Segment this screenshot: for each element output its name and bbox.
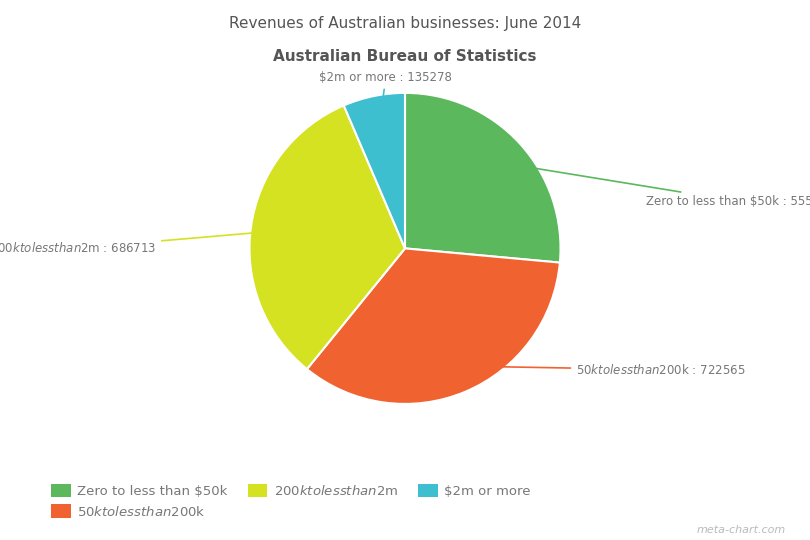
- Text: $200k to less than $2m : 686713: $200k to less than $2m : 686713: [0, 231, 276, 255]
- Text: meta-chart.com: meta-chart.com: [697, 524, 786, 535]
- Text: $2m or more : 135278: $2m or more : 135278: [319, 71, 452, 121]
- Wedge shape: [343, 93, 405, 248]
- Wedge shape: [405, 93, 561, 262]
- Text: Australian Bureau of Statistics: Australian Bureau of Statistics: [273, 49, 537, 64]
- Text: $50k to less than $200k : 722565: $50k to less than $200k : 722565: [458, 363, 745, 377]
- Wedge shape: [307, 248, 560, 404]
- Text: Zero to less than $50k : 555606: Zero to less than $50k : 555606: [502, 163, 810, 208]
- Legend: Zero to less than $50k, $50k to less than $200k, $200k to less than $2m, $2m or : Zero to less than $50k, $50k to less tha…: [47, 480, 535, 523]
- Text: Revenues of Australian businesses: June 2014: Revenues of Australian businesses: June …: [229, 16, 581, 31]
- Wedge shape: [249, 105, 405, 369]
